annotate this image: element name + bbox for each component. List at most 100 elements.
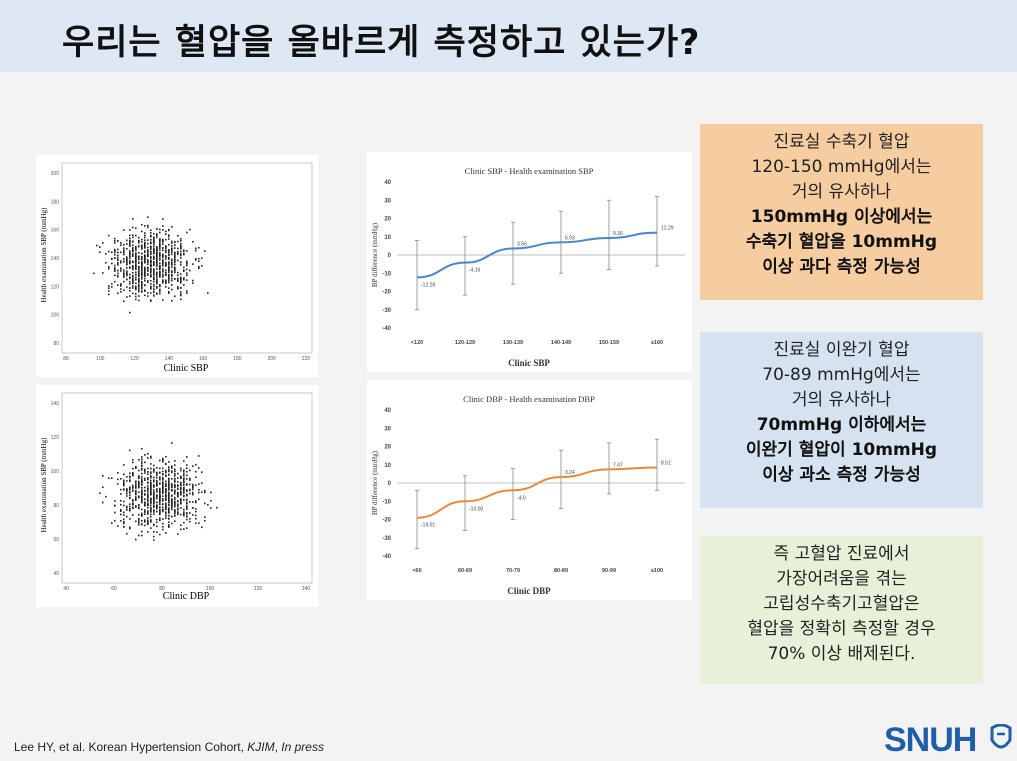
scatter-point (135, 293, 137, 295)
scatter-point (156, 482, 158, 485)
scatter-point (168, 275, 170, 277)
y-tick-label: -30 (382, 536, 391, 542)
scatter-point (159, 483, 161, 485)
scatter-point (144, 274, 146, 277)
scatter-point (144, 510, 146, 513)
scatter-point (204, 516, 206, 518)
scatter-point (123, 229, 125, 231)
scatter-y-tick: 80 (53, 503, 59, 509)
scatter-point (150, 287, 152, 290)
scatter-point (141, 238, 143, 241)
scatter-point (135, 520, 137, 523)
scatter-point (180, 294, 182, 297)
scatter-point (177, 234, 179, 237)
scatter-point (156, 518, 158, 521)
scatter-point (177, 513, 179, 516)
scatter-point (144, 469, 146, 472)
scatter-point (192, 491, 194, 494)
scatter-point (150, 259, 152, 262)
scatter-point (126, 480, 128, 482)
scatter-point (132, 274, 134, 277)
scatter-point (195, 508, 197, 510)
scatter-point (150, 487, 152, 489)
scatter-point (168, 489, 170, 491)
scatter-point (177, 495, 179, 498)
scatter-point (156, 285, 158, 288)
scatter-point (150, 261, 152, 263)
scatter-point (165, 508, 167, 510)
scatter-point (186, 292, 188, 295)
scatter-point (144, 461, 146, 464)
scatter-point (123, 489, 125, 491)
scatter-point (174, 278, 176, 280)
scatter-point (150, 299, 152, 301)
scatter-point (180, 501, 182, 503)
scatter-point (201, 491, 203, 493)
scatter-point (180, 254, 182, 257)
scatter-point (150, 285, 152, 288)
scatter-point (141, 248, 143, 250)
scatter-point (186, 260, 188, 263)
scatter-point (135, 258, 137, 260)
scatter-point (174, 509, 176, 511)
scatter-point (129, 257, 131, 260)
scatter-point (162, 459, 164, 462)
scatter-point (171, 261, 173, 264)
scatter-point (153, 464, 155, 467)
scatter-point (171, 226, 173, 228)
scatter-point (126, 278, 128, 281)
scatter-point (174, 271, 176, 274)
scatter-point (162, 243, 164, 245)
x-tick-label: 120-129 (455, 340, 475, 346)
scatter-point (117, 248, 119, 251)
scatter-point (168, 290, 170, 293)
scatter-point (135, 271, 137, 274)
scatter-point (153, 261, 155, 263)
scatter-point (198, 267, 200, 270)
scatter-point (195, 470, 197, 473)
scatter-point (159, 249, 161, 251)
scatter-point (129, 492, 131, 494)
scatter-point (150, 279, 152, 282)
scatter-sbp-ylabel: Health examination SBP (mmHg) (40, 207, 48, 302)
scatter-point (126, 509, 128, 511)
scatter-point (204, 489, 206, 492)
scatter-point (171, 515, 173, 518)
scatter-point (114, 250, 116, 252)
box2-bold2: 이완기 혈압이 10mmHg (745, 440, 938, 460)
scatter-point (180, 243, 182, 245)
scatter-point (135, 282, 137, 285)
scatter-point (129, 240, 131, 242)
scatter-point (192, 506, 194, 509)
scatter-point (147, 494, 149, 497)
scatter-point (162, 488, 164, 491)
scatter-point (120, 509, 122, 511)
scatter-point (174, 247, 176, 249)
scatter-point (189, 269, 191, 272)
scatter-y-tick: 140 (51, 256, 60, 262)
scatter-point (153, 283, 155, 286)
scatter-point (162, 470, 164, 473)
scatter-point (108, 290, 110, 292)
scatter-point (138, 270, 140, 273)
scatter-x-tick: 200 (268, 356, 277, 362)
scatter-point (126, 490, 128, 493)
scatter-point (180, 467, 182, 470)
scatter-point (150, 497, 152, 500)
scatter-point (123, 521, 125, 523)
scatter-point (174, 468, 176, 471)
scatter-point (123, 247, 125, 249)
scatter-point (156, 490, 158, 493)
scatter-point (117, 264, 119, 266)
scatter-point (159, 275, 161, 278)
scatter-point (135, 505, 137, 508)
scatter-point (138, 504, 140, 507)
scatter-point (135, 467, 137, 469)
scatter-point (123, 300, 125, 303)
scatter-point (174, 260, 176, 263)
scatter-point (150, 515, 152, 518)
scatter-point (129, 243, 131, 245)
scatter-point (141, 479, 143, 482)
scatter-point (165, 280, 167, 283)
scatter-point (180, 477, 182, 479)
